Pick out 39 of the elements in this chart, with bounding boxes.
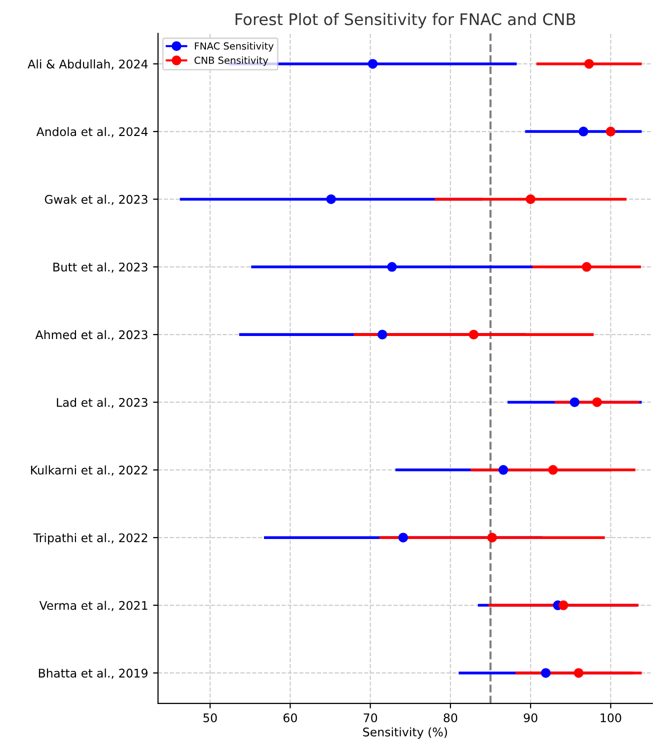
point xyxy=(574,668,584,678)
x-tick-label: 70 xyxy=(364,713,378,722)
point xyxy=(326,194,336,204)
point xyxy=(468,330,479,340)
x-axis-title: Sensitivity (%) xyxy=(363,727,447,739)
x-tick-label: 100 xyxy=(600,713,622,722)
point xyxy=(578,126,588,136)
x-tick-label: 50 xyxy=(204,713,217,722)
point xyxy=(570,397,580,408)
point xyxy=(526,194,536,204)
x-tick-label: 60 xyxy=(284,713,297,722)
y-tick-label: Kulkarni et al., 2022 xyxy=(31,465,148,476)
legend-label: CNB Sensitivity xyxy=(194,56,268,66)
y-tick-label: Ali & Abdullah, 2024 xyxy=(28,59,148,70)
point xyxy=(387,262,397,272)
point xyxy=(592,397,602,408)
point xyxy=(368,58,378,69)
point xyxy=(548,465,558,475)
chart-title: Forest Plot of Sensitivity for FNAC and CNB xyxy=(236,12,576,28)
y-tick-label: Lad et al., 2023 xyxy=(56,398,148,408)
y-tick-label: Verma et al., 2021 xyxy=(39,600,148,612)
x-tick-label: 80 xyxy=(444,713,458,722)
point xyxy=(498,465,508,475)
point xyxy=(584,58,594,69)
point xyxy=(487,532,497,542)
y-tick-label: Andola et al., 2024 xyxy=(36,127,148,138)
y-tick-label: Tripathi et al., 2022 xyxy=(33,533,148,545)
y-tick-label: Bhatta et al., 2019 xyxy=(38,668,148,679)
point xyxy=(558,600,568,610)
x-tick-label: 90 xyxy=(524,713,538,722)
point xyxy=(606,126,616,136)
point xyxy=(540,668,551,678)
y-tick-label: Gwak et al., 2023 xyxy=(44,194,148,206)
point xyxy=(377,330,388,340)
legend-label: FNAC Sensitivity xyxy=(194,42,274,52)
point xyxy=(398,532,408,542)
y-tick-label: Butt et al., 2023 xyxy=(53,262,148,273)
point xyxy=(582,262,592,272)
y-tick-label: Ahmed et al., 2023 xyxy=(35,330,148,340)
